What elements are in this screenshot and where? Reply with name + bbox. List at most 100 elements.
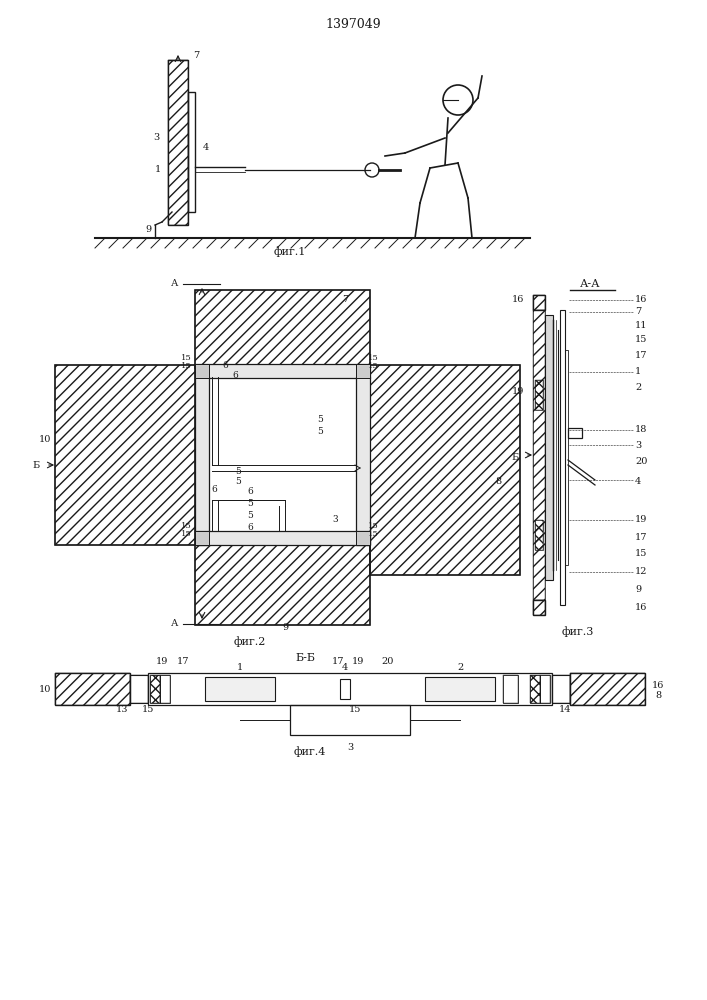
Bar xyxy=(148,673,552,705)
Bar xyxy=(503,675,518,703)
Text: 15: 15 xyxy=(635,550,648,558)
Text: 15: 15 xyxy=(181,354,192,362)
Bar xyxy=(552,675,570,703)
Bar xyxy=(195,377,209,545)
Bar xyxy=(195,545,370,625)
Bar xyxy=(195,364,209,378)
Text: Б: Б xyxy=(33,460,40,470)
Text: Б-Б: Б-Б xyxy=(295,653,315,663)
Text: Б: Б xyxy=(511,452,519,462)
Text: 19: 19 xyxy=(635,516,648,524)
Bar xyxy=(195,545,370,625)
Bar xyxy=(530,675,540,703)
Text: 16: 16 xyxy=(635,296,648,304)
Text: 18: 18 xyxy=(635,426,648,434)
Text: 11: 11 xyxy=(635,322,648,330)
Bar xyxy=(168,60,188,225)
Text: 4: 4 xyxy=(342,664,348,672)
Text: 19: 19 xyxy=(512,387,524,396)
Bar xyxy=(150,675,160,703)
Bar xyxy=(195,290,370,368)
Text: 1397049: 1397049 xyxy=(325,18,381,31)
Text: 3: 3 xyxy=(153,133,159,142)
Bar xyxy=(356,377,370,545)
Text: 16: 16 xyxy=(635,602,648,611)
Bar xyxy=(168,60,188,225)
Text: 10: 10 xyxy=(39,436,51,444)
Bar xyxy=(533,600,545,615)
Text: А: А xyxy=(171,279,179,288)
Bar xyxy=(533,295,545,310)
Text: 3: 3 xyxy=(347,742,353,752)
Bar xyxy=(570,673,645,705)
Bar xyxy=(340,679,350,699)
Bar xyxy=(195,531,370,545)
Text: 19: 19 xyxy=(156,658,168,666)
Text: 19: 19 xyxy=(352,658,364,666)
Text: 3: 3 xyxy=(635,440,641,450)
Text: 7: 7 xyxy=(635,308,641,316)
Text: 9: 9 xyxy=(635,585,641,594)
Text: А-А: А-А xyxy=(580,279,600,289)
Text: 12: 12 xyxy=(635,568,648,576)
Bar xyxy=(533,295,545,310)
Bar xyxy=(150,675,160,703)
Bar xyxy=(205,677,275,701)
Text: 7: 7 xyxy=(342,296,348,304)
Text: 5: 5 xyxy=(235,478,241,487)
Text: 6: 6 xyxy=(222,360,228,369)
Text: 5: 5 xyxy=(235,468,241,477)
Text: 1: 1 xyxy=(635,367,641,376)
Text: 4: 4 xyxy=(635,478,641,487)
Text: фиг.4: фиг.4 xyxy=(294,747,326,757)
Text: 15: 15 xyxy=(181,522,192,530)
Text: 8: 8 xyxy=(495,478,501,487)
Bar xyxy=(356,364,370,378)
Bar xyxy=(540,675,550,703)
Bar xyxy=(535,520,543,550)
Bar xyxy=(535,520,543,550)
Bar xyxy=(533,310,545,600)
Bar xyxy=(160,675,170,703)
Bar xyxy=(425,677,495,701)
Bar xyxy=(530,675,540,703)
Text: 8: 8 xyxy=(655,690,661,700)
Text: 15: 15 xyxy=(368,522,378,530)
Bar xyxy=(130,675,148,703)
Text: 16: 16 xyxy=(652,680,664,690)
Bar xyxy=(195,364,370,378)
Text: 6: 6 xyxy=(211,486,217,494)
Bar xyxy=(188,92,195,212)
Text: 15: 15 xyxy=(635,336,648,344)
Text: фиг.3: фиг.3 xyxy=(562,627,594,637)
Text: 6: 6 xyxy=(247,488,253,496)
Bar xyxy=(55,365,195,545)
Bar xyxy=(195,290,370,368)
Bar xyxy=(55,365,195,545)
Text: 15: 15 xyxy=(368,354,378,362)
Text: 6: 6 xyxy=(247,524,253,532)
Text: 2: 2 xyxy=(635,383,641,392)
Text: 15: 15 xyxy=(142,706,154,714)
Text: 15: 15 xyxy=(368,362,378,370)
Bar xyxy=(535,380,543,410)
Bar xyxy=(290,705,410,735)
Text: 3: 3 xyxy=(332,516,338,524)
Text: 5: 5 xyxy=(247,512,253,520)
Bar xyxy=(545,315,553,580)
Bar xyxy=(370,365,520,575)
Text: фиг.2: фиг.2 xyxy=(234,637,267,647)
Text: 17: 17 xyxy=(635,351,648,360)
Text: 14: 14 xyxy=(559,706,571,714)
Bar xyxy=(503,675,518,703)
Text: 5: 5 xyxy=(317,416,323,424)
Bar xyxy=(130,675,148,703)
Text: 20: 20 xyxy=(382,658,395,666)
Text: 1: 1 xyxy=(237,664,243,672)
Text: фиг.1: фиг.1 xyxy=(274,247,306,257)
Bar xyxy=(570,673,645,705)
Bar xyxy=(195,531,209,545)
Bar xyxy=(560,310,565,605)
Bar xyxy=(535,380,543,410)
Text: 2: 2 xyxy=(457,664,463,672)
